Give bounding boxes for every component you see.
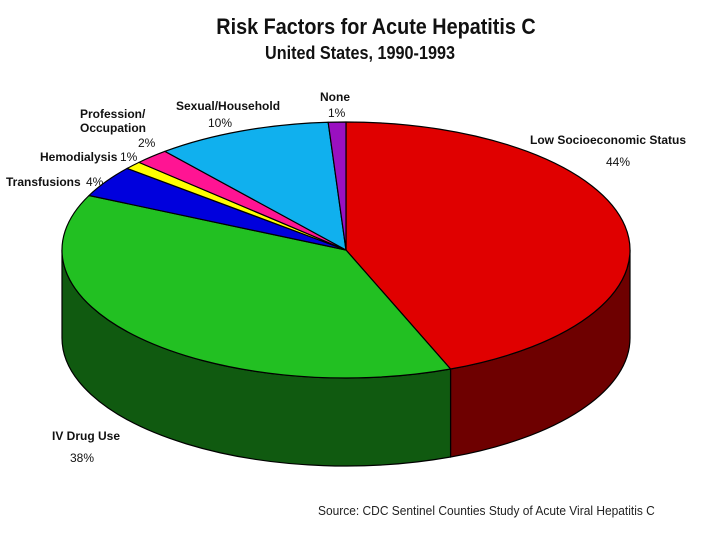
- slice-label-sexual-household: Sexual/Household: [176, 99, 280, 113]
- slice-label-iv-drug-use: IV Drug Use: [52, 429, 120, 443]
- slice-value-low-socioeconomic-status: 44%: [606, 155, 630, 169]
- slice-label-none: None: [320, 90, 350, 104]
- chart-subtitle: United States, 1990-1993: [264, 43, 455, 63]
- slice-value-hemodialysis: 1%: [120, 150, 138, 164]
- slice-label-hemodialysis: Hemodialysis: [40, 150, 118, 164]
- pie-slice-iv-drug-use: [61, 194, 452, 379]
- source-note: Source: CDC Sentinel Counties Study of A…: [318, 503, 655, 518]
- slice-value-sexual-household: 10%: [208, 116, 232, 130]
- pie-slice-none: [327, 121, 347, 251]
- slice-value-profession-occupation: 2%: [138, 136, 156, 150]
- slice-label-profession-occupation: Profession/Occupation: [80, 107, 146, 135]
- pie-slice-low-socioeconomic-status: [345, 121, 631, 370]
- slice-value-none: 1%: [328, 106, 346, 120]
- slice-value-transfusions: 4%: [86, 175, 104, 189]
- pie-slice-sexual-household: [164, 121, 347, 251]
- slice-label-transfusions: Transfusions: [6, 175, 81, 189]
- slice-value-iv-drug-use: 38%: [70, 451, 94, 465]
- chart-title: Risk Factors for Acute Hepatitis C: [216, 14, 536, 39]
- pie-labels: Low Socioeconomic Status 44% IV Drug Use 38…: [6, 90, 686, 465]
- slice-label-low-socioeconomic-status: Low Socioeconomic Status: [530, 133, 686, 147]
- pie-top: [61, 121, 631, 379]
